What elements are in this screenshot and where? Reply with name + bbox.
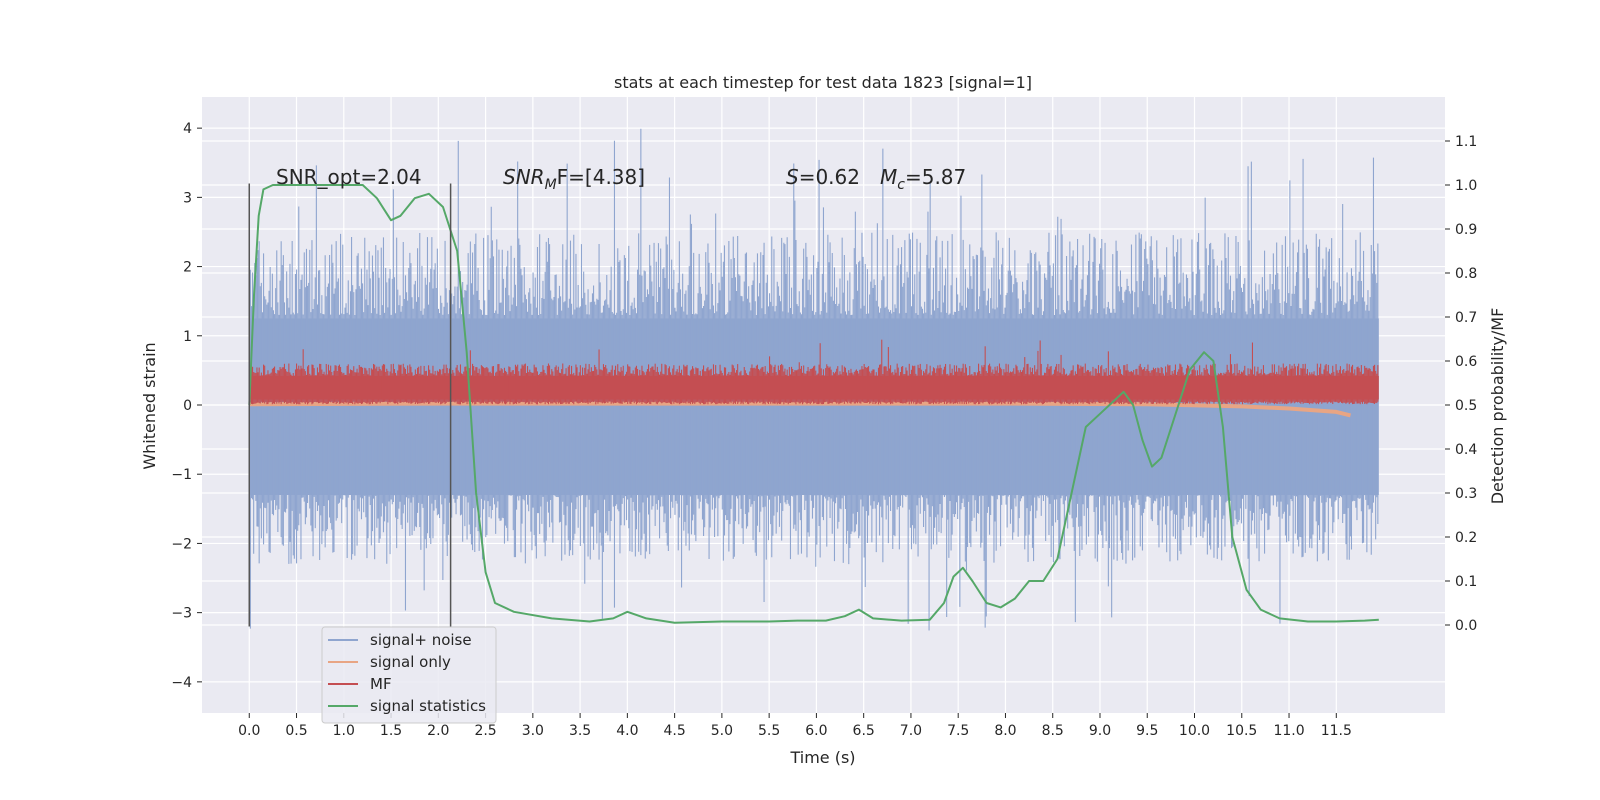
x-tick-label: 4.5 [663, 723, 685, 739]
y-tick-label: −3 [171, 606, 192, 622]
x-tick-label: 10.5 [1226, 723, 1257, 739]
chart-title: stats at each timestep for test data 182… [614, 73, 1032, 92]
x-tick-label: 6.0 [805, 723, 827, 739]
annotation-snr-mf-symbol: SNR [503, 165, 545, 189]
x-axis-label: Time (s) [789, 748, 855, 767]
plot-area [248, 128, 1379, 631]
x-tick-label: 7.5 [947, 723, 969, 739]
x-tick-label: 0.0 [238, 723, 260, 739]
x-tick-label: 3.5 [569, 723, 591, 739]
annotation-s: S=0.62 [786, 165, 860, 189]
annotation-mc: Mc=5.87 [880, 165, 966, 193]
y-tick-label: 0 [183, 398, 192, 414]
annotation-mc-sub: c [897, 177, 905, 193]
series-signal-statistics [248, 184, 1379, 624]
annotation-mc-value: =5.87 [905, 165, 966, 189]
annotation-snr-mf: SNRMF=[4.38] [503, 165, 645, 193]
y-right-tick-label: 0.3 [1455, 486, 1477, 502]
y-tick-label: 4 [183, 121, 192, 137]
x-tick-label: 10.0 [1179, 723, 1210, 739]
y-tick-label: 1 [183, 329, 192, 345]
vertical-markers [248, 183, 452, 627]
legend-label-signal-statistics: signal statistics [370, 697, 486, 715]
y-right-tick-label: 0.4 [1455, 442, 1477, 458]
y-right-axis-label: Detection probability/MF [1488, 308, 1507, 505]
series-signal-only [249, 401, 1351, 418]
x-tick-label: 7.0 [900, 723, 922, 739]
x-tick-label: 2.0 [427, 723, 449, 739]
y-right-tick-label: 0.2 [1455, 530, 1477, 546]
legend-label-mf: MF [370, 675, 392, 693]
y-right-tick-label: 1.1 [1455, 134, 1477, 150]
annotation-snr-opt: SNR_opt=2.04 [276, 165, 422, 189]
x-tick-label: 6.5 [853, 723, 875, 739]
x-tick-label: 11.0 [1273, 723, 1304, 739]
legend-label-signal-only: signal only [370, 653, 451, 671]
y-right-tick-label: 0.8 [1455, 266, 1477, 282]
x-tick-label: 11.5 [1321, 723, 1352, 739]
legend: signal+ noise signal only MF signal stat… [321, 626, 497, 724]
legend-box [321, 626, 497, 724]
y-tick-label: 3 [183, 190, 192, 206]
x-tick-label: 4.0 [616, 723, 638, 739]
x-tick-label: 9.5 [1136, 723, 1158, 739]
y-tick-label: −4 [171, 675, 192, 691]
annotation-snr-mf-rest: F=[4.38] [557, 165, 645, 189]
x-tick-label: 9.0 [1089, 723, 1111, 739]
x-tick-label: 0.5 [285, 723, 307, 739]
y-right-tick-label: 0.9 [1455, 222, 1477, 238]
annotations: SNR_opt=2.04 SNRMF=[4.38] S=0.62 Mc=5.87 [276, 165, 966, 193]
x-tick-label: 1.0 [333, 723, 355, 739]
annotation-s-value: =0.62 [799, 165, 860, 189]
axes: 0.0 0.5 1.0 1.5 2.0 2.5 3.0 3.5 4.0 4.5 5.0 5.5 6.0 6… [171, 121, 1477, 739]
y-right-tick-label: 0.7 [1455, 310, 1477, 326]
annotation-s-symbol: S [786, 165, 799, 189]
y-axis-label: Whitened strain [140, 342, 159, 469]
x-tick-label: 2.5 [474, 723, 496, 739]
series-mf [248, 339, 1379, 405]
x-tick-label: 3.0 [522, 723, 544, 739]
x-tick-label: 1.5 [380, 723, 402, 739]
x-tick-label: 8.5 [1042, 723, 1064, 739]
y-tick-label: −1 [171, 467, 192, 483]
y-right-tick-label: 0.5 [1455, 398, 1477, 414]
annotation-mc-symbol: M [880, 165, 897, 189]
y-right-tick-label: 0.1 [1455, 574, 1477, 590]
y-tick-label: −2 [171, 536, 192, 552]
x-tick-label: 8.0 [994, 723, 1016, 739]
y-right-tick-label: 0.0 [1455, 618, 1477, 634]
legend-label-signal-noise: signal+ noise [370, 631, 472, 649]
x-tick-label: 5.0 [711, 723, 733, 739]
annotation-snr-mf-sub: M [545, 177, 557, 193]
x-tick-label: 5.5 [758, 723, 780, 739]
y-right-tick-label: 1.0 [1455, 178, 1477, 194]
y-tick-label: 2 [183, 260, 192, 276]
y-right-tick-label: 0.6 [1455, 354, 1477, 370]
